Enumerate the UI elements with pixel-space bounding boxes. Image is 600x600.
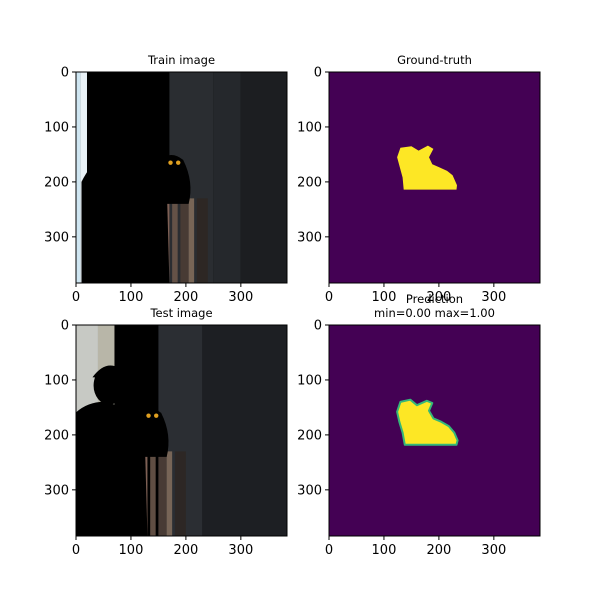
mask-region <box>396 398 459 446</box>
subplot-title: Prediction <box>406 292 463 306</box>
x-tick-label: 100 <box>119 543 144 558</box>
subplot-title: Test image <box>149 306 212 320</box>
y-tick-label: 300 <box>44 230 69 245</box>
x-tick-label: 100 <box>372 543 397 558</box>
x-tick-label: 300 <box>481 290 506 305</box>
y-tick-label: 100 <box>297 120 322 135</box>
subplot-1: 0 100 200 300 0 100 200 300 Train image <box>44 53 288 305</box>
y-tick-label: 200 <box>44 175 69 190</box>
y-tick-label: 0 <box>61 319 69 334</box>
x-tick-label: 200 <box>173 290 198 305</box>
axes-frame <box>75 324 288 537</box>
x-tick-label: 100 <box>119 290 144 305</box>
y-tick-label: 0 <box>314 66 322 81</box>
y-tick-label: 300 <box>44 483 69 498</box>
subplot-title: Train image <box>147 53 215 67</box>
y-tick-label: 0 <box>61 66 69 81</box>
photo <box>76 325 287 536</box>
y-tick-label: 200 <box>297 428 322 443</box>
y-tick-label: 200 <box>297 175 322 190</box>
y-tick-label: 300 <box>297 230 322 245</box>
axes-frame <box>75 71 288 284</box>
x-tick-label: 300 <box>481 543 506 558</box>
x-tick-label: 300 <box>228 543 253 558</box>
y-tick-label: 100 <box>44 120 69 135</box>
subplot-3: 0 100 200 300 0 100 200 300 Test image <box>44 306 288 558</box>
y-tick-label: 300 <box>297 483 322 498</box>
subplot-title: min=0.00 max=1.00 <box>374 306 495 320</box>
x-tick-label: 0 <box>72 543 80 558</box>
y-tick-label: 0 <box>314 319 322 334</box>
x-tick-label: 200 <box>426 543 451 558</box>
x-tick-label: 200 <box>173 543 198 558</box>
y-tick-label: 200 <box>44 428 69 443</box>
photo <box>76 72 287 283</box>
subplot-title: Ground-truth <box>397 53 472 67</box>
y-tick-label: 100 <box>44 373 69 388</box>
x-tick-label: 0 <box>325 543 333 558</box>
mask-region <box>397 145 457 190</box>
subplot-2: 0 100 200 300 0 100 200 300 Ground-truth <box>297 53 541 305</box>
x-tick-label: 0 <box>325 290 333 305</box>
x-tick-label: 100 <box>372 290 397 305</box>
x-tick-label: 200 <box>426 290 451 305</box>
y-tick-label: 100 <box>297 373 322 388</box>
x-tick-label: 0 <box>72 290 80 305</box>
axes-frame <box>328 324 541 537</box>
axes-frame <box>328 71 541 284</box>
x-tick-label: 300 <box>228 290 253 305</box>
